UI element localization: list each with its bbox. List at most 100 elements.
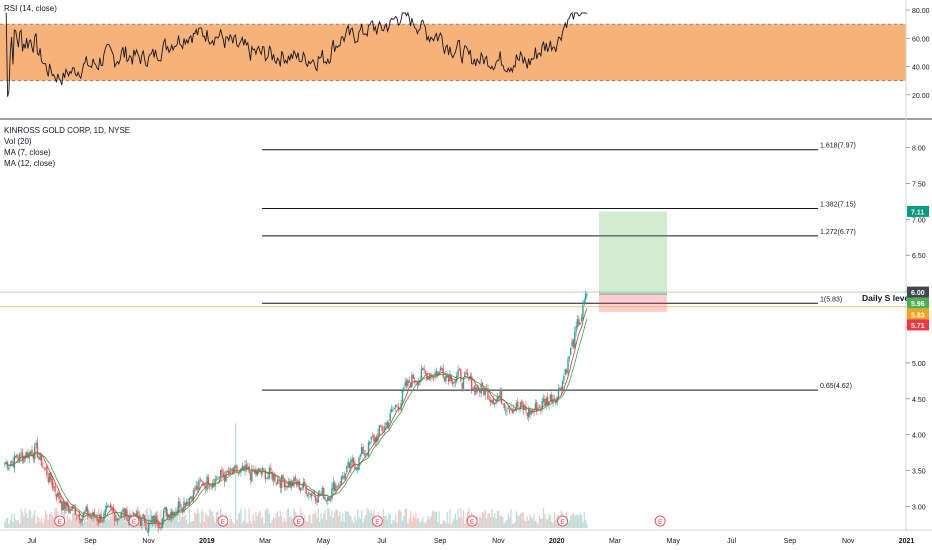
- volume-bar: [544, 514, 546, 528]
- candle-body: [191, 497, 193, 502]
- candle-body: [567, 358, 569, 374]
- volume-bar: [310, 523, 313, 528]
- rsi-legend: RSI (14, close): [4, 4, 57, 13]
- candle-body: [510, 409, 512, 411]
- volume-bar: [553, 512, 556, 528]
- candle-body: [299, 487, 302, 491]
- fibonacci-levels[interactable]: 1.618(7.97) 1.382(7.15) 1.272(6.77) 1(5.83)…: [262, 143, 856, 391]
- candle-body: [416, 383, 419, 386]
- time-axis[interactable]: Jul Sep Nov 2019 Mar May Jul Sep Nov 2020 Mar May Ju…: [28, 538, 915, 545]
- volume-bar: [547, 518, 549, 528]
- candle-body: [443, 377, 446, 382]
- volume-bar: [8, 523, 10, 528]
- earnings-marker: [217, 515, 229, 527]
- candle-body: [55, 493, 58, 499]
- candle-body: [324, 498, 326, 500]
- volume-bar: [514, 522, 516, 528]
- volume-bar: [388, 513, 390, 528]
- candle-body: [427, 376, 429, 380]
- candle-body: [411, 375, 413, 387]
- volume-bar: [23, 515, 25, 528]
- volume-bar: [16, 520, 18, 528]
- long-position-tool[interactable]: [599, 211, 667, 312]
- volume-bar: [183, 516, 185, 528]
- candle-body: [561, 381, 564, 391]
- volume-bar: [274, 518, 276, 528]
- volume-bar: [533, 513, 535, 528]
- candle-body: [313, 490, 315, 495]
- volume-bar: [500, 515, 503, 528]
- volume-bar: [582, 522, 584, 528]
- candle-body: [293, 478, 295, 487]
- volume-bar: [361, 510, 363, 528]
- volume-bar: [187, 523, 189, 528]
- candle-body: [438, 370, 440, 374]
- volume-bar: [245, 523, 247, 528]
- candle-body: [17, 457, 20, 461]
- volume-bar: [496, 510, 499, 528]
- candle-body: [42, 466, 44, 468]
- volume-bar: [199, 522, 201, 528]
- price-tag: [907, 297, 929, 309]
- candle-body: [511, 410, 514, 413]
- volume-bar: [287, 508, 290, 528]
- volume-bar: [77, 515, 79, 528]
- candle-body: [150, 520, 153, 522]
- candle-body: [285, 485, 287, 488]
- candle-body: [153, 515, 155, 524]
- candle-body: [241, 465, 244, 470]
- volume-bar: [534, 520, 537, 528]
- candle-body: [172, 511, 174, 516]
- candle-body: [283, 478, 286, 488]
- volume-bar: [510, 509, 512, 528]
- volume-bar: [570, 516, 572, 528]
- volume-bar: [244, 508, 246, 528]
- volume-bar: [532, 519, 534, 528]
- volume-bar: [190, 522, 192, 528]
- candle-body: [31, 449, 33, 456]
- volume-bar: [339, 511, 341, 528]
- volume-bar: [203, 521, 205, 528]
- volume-bar: [384, 515, 386, 528]
- volume-bar: [438, 511, 440, 528]
- volume-bar: [365, 514, 367, 528]
- candle-body: [287, 481, 290, 488]
- rsi-tick-label: 80.00: [912, 8, 930, 15]
- price-tag-label: 5.71: [911, 323, 925, 330]
- candle-body: [457, 370, 459, 377]
- candle-body: [177, 501, 180, 512]
- volume-bar: [9, 520, 11, 528]
- candle-body: [442, 368, 444, 377]
- volume-bar: [4, 521, 6, 528]
- earnings-marker-label: E: [658, 519, 663, 526]
- candle-body: [301, 489, 303, 491]
- volume-bar: [327, 508, 329, 528]
- price-tag: [907, 205, 929, 217]
- volume-bar: [352, 523, 355, 528]
- candle-body: [57, 492, 59, 497]
- candle-body: [464, 372, 466, 378]
- volume-bar: [42, 522, 44, 528]
- volume-bar: [316, 517, 318, 528]
- main-legend: KINROSS GOLD CORP, 1D, NYSE Vol (20) MA …: [4, 125, 130, 169]
- candle-body: [154, 516, 157, 523]
- volume-bar: [272, 517, 275, 528]
- candle-body: [171, 511, 173, 518]
- volume-bar: [232, 521, 234, 528]
- volume-bar: [506, 519, 508, 528]
- candle-body: [295, 481, 298, 486]
- candle-body: [559, 388, 561, 390]
- candle-body: [369, 441, 371, 444]
- candle-body: [389, 412, 391, 421]
- volume-bar: [237, 514, 239, 528]
- candle-body: [575, 326, 577, 332]
- candle-body: [565, 369, 568, 373]
- volume-bar: [530, 517, 532, 528]
- volume-bar: [89, 514, 91, 528]
- price-tick-label: 7.00: [912, 217, 926, 224]
- candle-body: [65, 501, 67, 511]
- volume-bar: [420, 520, 423, 528]
- candle-body: [481, 382, 484, 387]
